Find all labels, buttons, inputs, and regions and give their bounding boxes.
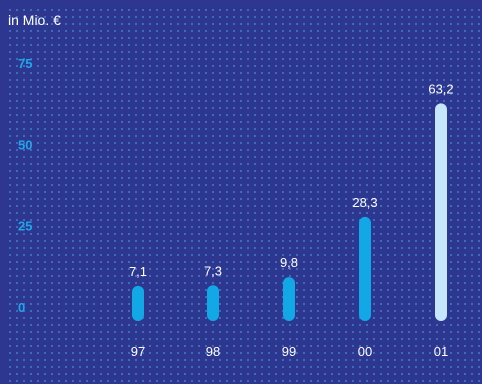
y-tick-label: 50 — [18, 137, 32, 152]
value-label: 7,1 — [129, 264, 147, 279]
x-axis-labels: 97 98 99 00 01 — [131, 344, 448, 359]
y-tick-label: 25 — [18, 219, 32, 234]
x-tick-label: 00 — [358, 344, 372, 359]
value-label: 28,3 — [352, 195, 377, 210]
x-tick-label: 99 — [282, 344, 296, 359]
y-axis-ticks: 0 25 50 75 — [18, 56, 32, 315]
bar — [435, 103, 447, 321]
x-tick-label: 01 — [434, 344, 448, 359]
unit-label: in Mio. € — [8, 12, 61, 28]
value-label: 63,2 — [428, 81, 453, 96]
value-label: 9,8 — [280, 255, 298, 270]
y-tick-label: 0 — [18, 300, 25, 315]
value-label: 7,3 — [204, 263, 222, 278]
x-tick-label: 98 — [206, 344, 220, 359]
value-labels: 7,1 7,3 9,8 28,3 63,2 — [129, 81, 454, 279]
bar — [283, 277, 295, 321]
dotted-grid — [8, 6, 482, 384]
bar — [359, 216, 371, 321]
bars — [132, 103, 447, 321]
bar — [132, 285, 144, 321]
y-tick-label: 75 — [18, 56, 32, 71]
x-tick-label: 97 — [131, 344, 145, 359]
bar — [207, 285, 219, 321]
